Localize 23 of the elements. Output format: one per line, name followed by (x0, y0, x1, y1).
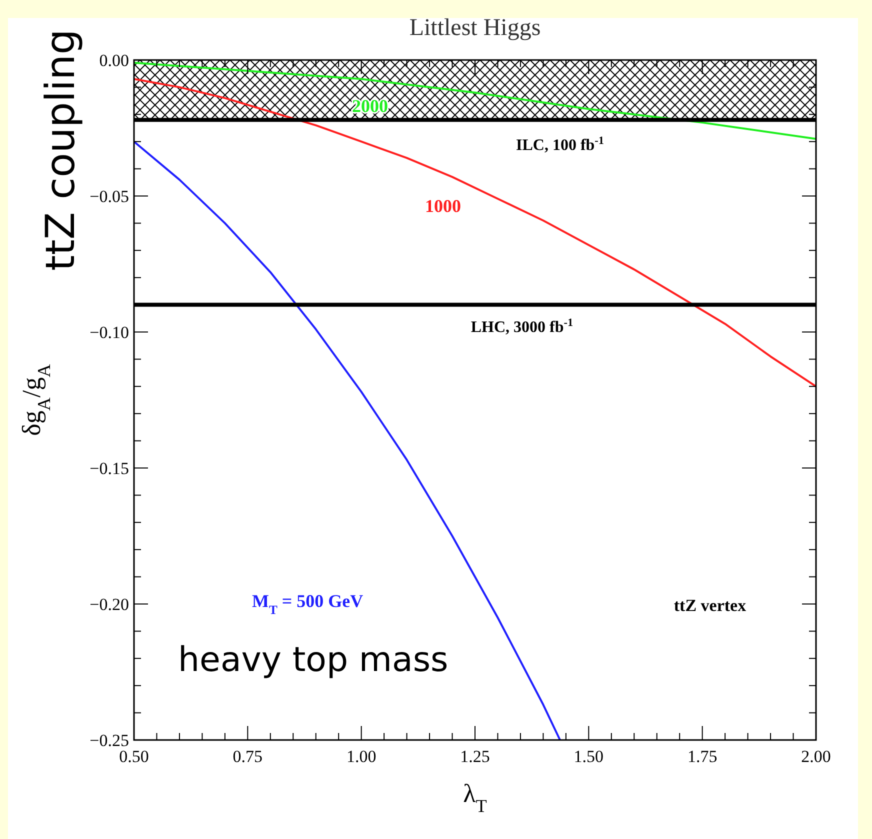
x-tick-label: 1.25 (460, 747, 490, 766)
y-tick-label: −0.20 (90, 595, 129, 614)
ref-line-label: ILC, 100 fb$^{-1}$ (516, 135, 604, 154)
x-tick-label: 0.75 (232, 747, 263, 766)
x-tick-label: 0.50 (119, 747, 149, 766)
x-tick-label: 2.00 (801, 747, 831, 766)
chart-title: Littlest Higgs (409, 15, 541, 41)
y-tick-label: 0.00 (99, 51, 129, 70)
series-label: 1000 (425, 196, 461, 216)
x-axis-title: λ$_{T}$ (463, 779, 487, 816)
line-series (134, 78, 816, 388)
annotation: ttZ vertex (674, 596, 747, 615)
x-tick-label: 1.50 (574, 747, 604, 766)
annotation: heavy top mass (178, 640, 448, 680)
x-tick-label: 1.00 (346, 747, 376, 766)
text: M$_{T}$ = 500 GeV (252, 591, 364, 617)
y-tick-label: −0.25 (90, 731, 129, 750)
ref-line-label: LHC, 3000 fb$^{-1}$ (470, 317, 574, 336)
y-tick-label: −0.05 (90, 187, 129, 206)
text: ttZ coupling (38, 29, 84, 271)
y-tick-label: −0.10 (90, 323, 129, 342)
y-tick-label: −0.15 (90, 459, 129, 478)
x-tick-label: 1.75 (687, 747, 718, 766)
